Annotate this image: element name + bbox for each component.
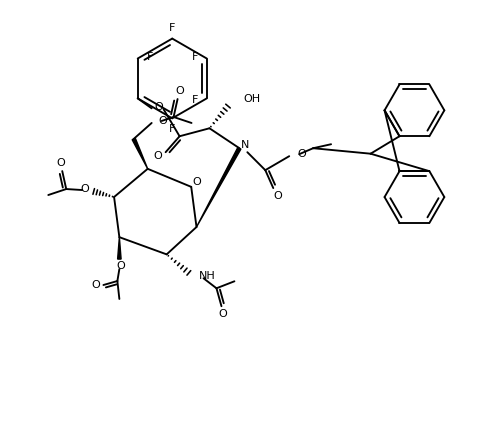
Text: F: F	[169, 23, 175, 33]
Text: O: O	[175, 86, 184, 96]
Text: O: O	[154, 102, 163, 112]
Text: F: F	[192, 52, 198, 61]
Text: O: O	[297, 149, 306, 159]
Text: NH: NH	[198, 271, 215, 281]
Text: OH: OH	[244, 94, 261, 104]
Text: O: O	[91, 280, 100, 290]
Text: O: O	[273, 191, 282, 201]
Text: O: O	[153, 151, 162, 161]
Text: F: F	[169, 124, 175, 134]
Polygon shape	[132, 138, 147, 169]
Text: O: O	[116, 261, 125, 271]
Text: O: O	[81, 184, 90, 194]
Text: O: O	[57, 158, 66, 168]
Polygon shape	[196, 147, 241, 227]
Text: O: O	[193, 177, 201, 187]
Text: N: N	[241, 140, 249, 150]
Text: O: O	[159, 116, 168, 126]
Text: O: O	[218, 309, 227, 319]
Text: F: F	[192, 95, 198, 105]
Polygon shape	[118, 237, 121, 259]
Text: F: F	[147, 52, 153, 61]
